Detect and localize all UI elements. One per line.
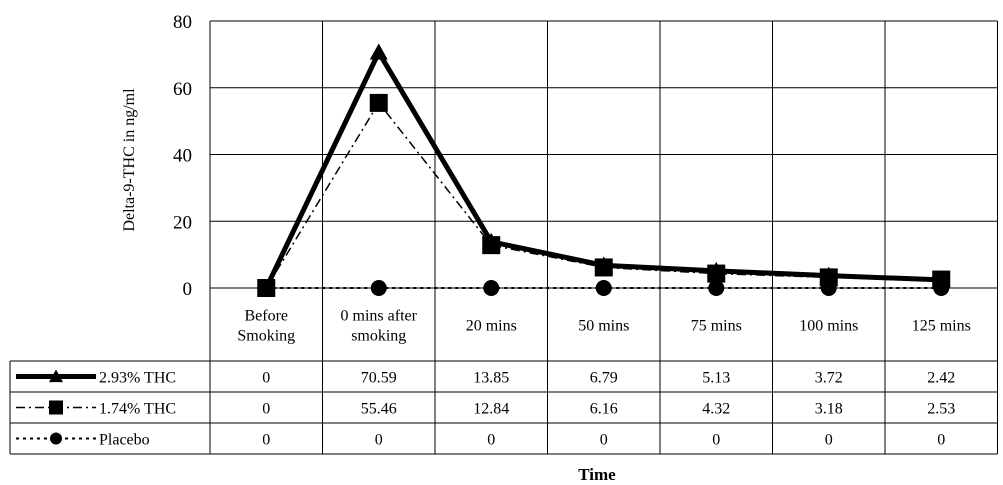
data-table-cell: 2.53 — [927, 401, 955, 418]
data-table-cell: 3.72 — [815, 370, 843, 387]
y-axis-title: Delta-9-THC in ng/ml — [121, 88, 138, 232]
plot-grid — [209, 20, 998, 454]
y-tick-label: 20 — [173, 212, 192, 233]
data-point — [482, 232, 501, 249]
data-table-cell: 0 — [825, 432, 833, 449]
data-table-cell: 0 — [262, 401, 270, 418]
legend-entry: Placebo — [16, 432, 150, 449]
y-tick-label: 0 — [183, 279, 193, 300]
legend-marker — [50, 432, 62, 445]
data-table-cell: 5.13 — [702, 370, 730, 387]
x-category-label: Before — [244, 308, 288, 325]
data-table-cell: 70.59 — [361, 370, 397, 387]
x-category-label: 75 mins — [691, 318, 742, 335]
data-point — [819, 266, 838, 283]
data-table-cell: 6.16 — [590, 401, 618, 418]
data-table-cell: 3.18 — [815, 401, 843, 418]
x-category-label: 100 mins — [799, 318, 858, 335]
data-point — [483, 280, 500, 296]
data-point — [257, 279, 276, 296]
data-table-cell: 0 — [262, 370, 270, 387]
data-point — [370, 280, 387, 296]
y-tick-label: 80 — [173, 12, 192, 33]
data-table-cell: 55.46 — [361, 401, 397, 418]
data-point — [369, 43, 388, 60]
legend-label: 1.74% THC — [99, 401, 176, 418]
data-table-cell: 0 — [487, 432, 495, 449]
data-point — [708, 280, 725, 296]
legend-marker — [49, 369, 63, 383]
x-category-label: Smoking — [237, 328, 295, 345]
y-tick-label: 40 — [173, 146, 192, 167]
data-point — [594, 256, 613, 273]
legend-label: 2.93% THC — [99, 370, 176, 387]
y-axis-ticks: 0 20 40 60 80 — [173, 12, 192, 300]
y-tick-label: 60 — [173, 79, 192, 100]
data-table-cell: 0 — [262, 432, 270, 449]
legend-entry: 1.74% THC — [16, 400, 176, 418]
x-axis-title: Time — [578, 465, 616, 484]
x-category-label: smoking — [351, 328, 406, 345]
data-table-cell: 6.79 — [590, 370, 618, 387]
legend-entry: 2.93% THC — [16, 369, 176, 387]
legend-marker — [49, 400, 63, 415]
data-table-cell: 0 — [600, 432, 608, 449]
data-table-cell: 0 — [937, 432, 945, 449]
series-lines — [257, 43, 951, 297]
data-point — [707, 261, 726, 279]
data-table: Before Smoking 0 mins after smoking 20 mins 5… — [9, 308, 998, 455]
data-table-cell: 4.32 — [702, 401, 730, 418]
data-table-cell: 13.85 — [473, 370, 509, 387]
data-table-cell: 12.84 — [473, 401, 509, 418]
x-category-label: 20 mins — [466, 318, 517, 335]
data-point — [932, 270, 951, 288]
data-table-cell: 0 — [712, 432, 720, 449]
x-category-label: 0 mins after — [341, 308, 418, 325]
x-category-label: 125 mins — [912, 318, 971, 335]
data-table-cell: 2.42 — [927, 370, 955, 387]
data-table-cell: 0 — [375, 432, 383, 449]
legend-label: Placebo — [99, 432, 150, 449]
data-point — [369, 93, 388, 112]
data-point — [595, 280, 612, 296]
x-category-label: 50 mins — [578, 318, 629, 335]
